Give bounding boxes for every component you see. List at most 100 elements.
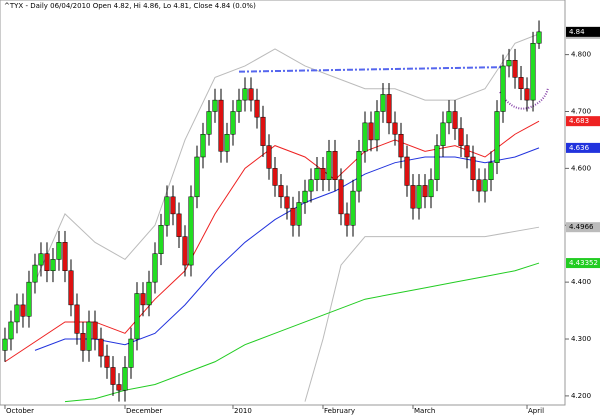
- candle-body: [98, 338, 104, 357]
- value-label: 4.636: [569, 144, 590, 152]
- candle-body: [134, 293, 140, 340]
- candle-body: [470, 156, 476, 180]
- candle-body: [20, 304, 26, 317]
- candle-body: [38, 253, 44, 266]
- value-label: 4.84: [569, 28, 585, 36]
- candle-body: [500, 65, 506, 112]
- candle-body: [224, 133, 230, 152]
- candle-body: [128, 338, 134, 368]
- y-tick-label: 4.300: [571, 335, 591, 343]
- candle-body: [380, 94, 386, 112]
- candle-body: [356, 151, 362, 192]
- candle-body: [530, 42, 536, 101]
- indicator-line: [4, 120, 540, 363]
- candle-body: [506, 60, 512, 67]
- candle-body: [86, 321, 92, 351]
- candle-body: [434, 145, 440, 180]
- candle-body: [428, 179, 434, 198]
- candle-body: [314, 168, 320, 180]
- candle-body: [488, 162, 494, 180]
- candle-body: [338, 179, 344, 215]
- indicator-line: [304, 226, 540, 402]
- candle-body: [176, 213, 182, 237]
- candle-body: [362, 122, 368, 152]
- candle-body: [446, 111, 452, 124]
- chart-title: ^TYX - Daily 06/04/2010 Open 4.82, Hi 4.…: [4, 2, 256, 10]
- value-box: [566, 142, 600, 153]
- candle-body: [320, 168, 326, 180]
- value-label: 4.4966: [569, 223, 594, 231]
- candle-body: [44, 253, 50, 272]
- candle-body: [290, 207, 296, 226]
- candle-body: [272, 168, 278, 186]
- candle-body: [392, 122, 398, 135]
- candle-body: [80, 333, 86, 351]
- indicator-line: [34, 147, 540, 351]
- candle-body: [464, 145, 470, 158]
- y-tick-label: 4.700: [571, 107, 591, 115]
- indicator-line: [34, 33, 540, 283]
- candle-body: [32, 264, 38, 283]
- candle-body: [308, 179, 314, 192]
- candle-body: [278, 185, 284, 198]
- candle-body: [200, 133, 206, 158]
- value-box: [566, 222, 600, 233]
- value-box: [566, 116, 600, 127]
- candle-body: [194, 156, 200, 198]
- candle-body: [14, 304, 20, 323]
- candle-body: [254, 99, 260, 118]
- value-box: [566, 26, 600, 37]
- candle-body: [74, 304, 80, 334]
- candle-body: [494, 111, 500, 163]
- candle-body: [416, 185, 422, 209]
- candle-body: [404, 156, 410, 186]
- candle-body: [368, 122, 374, 141]
- candle-body: [266, 145, 272, 169]
- candle-body: [104, 355, 110, 368]
- candle-body: [206, 111, 212, 135]
- candle-body: [62, 242, 68, 272]
- candle-body: [296, 202, 302, 226]
- candle-body: [212, 99, 218, 112]
- y-tick-label: 4.600: [571, 164, 591, 172]
- candle-body: [350, 190, 356, 226]
- candle-body: [152, 253, 158, 283]
- x-tick-label: February: [324, 407, 355, 415]
- candle-body: [524, 88, 530, 101]
- candle-body: [284, 196, 290, 209]
- candle-body: [386, 94, 392, 124]
- candle-body: [230, 111, 236, 135]
- candle-body: [302, 190, 308, 203]
- indicator-line: [64, 262, 540, 403]
- candle-body: [332, 151, 338, 180]
- candle-body: [518, 77, 524, 89]
- candle-body: [8, 321, 14, 340]
- value-label: 4.43352: [569, 259, 598, 267]
- candle-body: [26, 281, 32, 317]
- x-tick-label: December: [126, 407, 162, 415]
- x-tick-label: March: [414, 407, 435, 415]
- x-tick-label: October: [6, 407, 34, 415]
- y-tick-label: 4.800: [571, 51, 591, 59]
- candle-body: [188, 196, 194, 266]
- candle-body: [158, 225, 164, 254]
- y-tick-label: 4.200: [571, 392, 591, 400]
- candle-body: [56, 242, 62, 260]
- candle-body: [122, 367, 128, 391]
- candle-body: [242, 88, 248, 101]
- candle-body: [68, 270, 74, 306]
- x-tick-label: April: [528, 407, 544, 415]
- candle-body: [536, 31, 542, 44]
- y-tick-label: 4.400: [571, 278, 591, 286]
- candle-body: [218, 99, 224, 152]
- candle-body: [374, 111, 380, 141]
- x-tick-label: 2010: [234, 407, 252, 415]
- candle-body: [182, 236, 188, 266]
- candle-body: [458, 128, 464, 146]
- candle-body: [236, 99, 242, 112]
- candle-body: [452, 111, 458, 129]
- candle-body: [512, 60, 518, 78]
- candle-body: [476, 179, 482, 192]
- candle-body: [440, 122, 446, 146]
- candle-body: [410, 185, 416, 209]
